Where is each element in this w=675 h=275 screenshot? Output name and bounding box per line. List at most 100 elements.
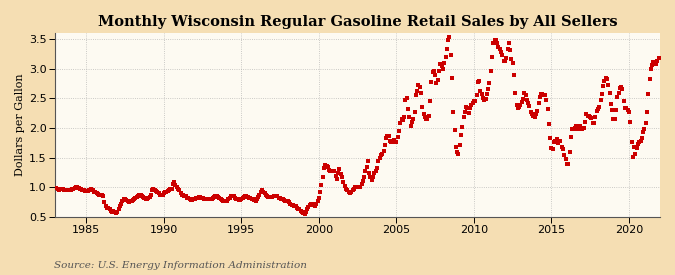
Point (524, 103, 535, 108)
Point (375, 153, 386, 157)
Point (542, 107, 553, 111)
Point (209, 195, 219, 199)
Point (310, 204, 321, 208)
Point (626, 140, 637, 145)
Point (425, 99, 435, 104)
Point (316, 182, 327, 187)
Point (358, 175, 369, 180)
Point (134, 192, 144, 197)
Point (84, 188, 95, 193)
Point (402, 96, 412, 101)
Point (601, 77, 612, 82)
Point (82, 189, 93, 193)
Point (275, 196, 286, 200)
Point (409, 109, 420, 114)
Point (547, 147, 558, 152)
Point (276, 197, 287, 202)
Point (458, 115, 469, 120)
Point (146, 188, 157, 193)
Point (256, 188, 267, 193)
Point (389, 140, 400, 144)
Point (461, 104, 472, 109)
Point (223, 197, 234, 202)
Point (429, 69, 439, 73)
Point (352, 185, 363, 190)
Point (535, 95, 545, 99)
Point (587, 121, 598, 126)
Point (280, 198, 291, 203)
Point (632, 141, 643, 146)
Point (643, 92, 654, 96)
Point (567, 126, 578, 131)
Point (122, 199, 133, 203)
Point (488, 40, 499, 45)
Point (281, 199, 292, 203)
Point (477, 92, 487, 97)
Point (395, 121, 406, 125)
Point (392, 135, 403, 139)
Point (501, 55, 512, 60)
Point (394, 129, 404, 133)
Point (511, 103, 522, 107)
Point (307, 202, 318, 206)
Point (595, 97, 606, 102)
Point (559, 153, 570, 158)
Point (367, 178, 377, 182)
Point (271, 194, 281, 198)
Point (128, 198, 138, 202)
Point (288, 203, 298, 207)
Point (230, 195, 240, 200)
Point (356, 182, 367, 186)
Point (543, 122, 554, 126)
Point (430, 73, 441, 77)
Point (566, 135, 576, 139)
Point (302, 207, 313, 212)
Point (245, 196, 256, 200)
Point (355, 185, 366, 190)
Point (422, 116, 433, 121)
Point (514, 105, 524, 109)
Point (604, 91, 615, 95)
Point (125, 199, 136, 203)
Point (67, 187, 78, 191)
Point (217, 198, 227, 202)
Point (73, 186, 84, 190)
Point (443, 37, 454, 42)
Point (269, 194, 280, 199)
Point (481, 92, 492, 96)
Point (294, 207, 305, 212)
Point (244, 195, 254, 200)
Point (325, 169, 336, 173)
Point (186, 198, 196, 202)
Point (391, 140, 402, 144)
Point (512, 106, 523, 110)
Point (201, 197, 212, 202)
Point (347, 188, 358, 192)
Point (241, 194, 252, 199)
Point (386, 140, 397, 144)
Point (242, 195, 253, 199)
Point (265, 195, 275, 199)
Point (368, 175, 379, 179)
Point (213, 195, 223, 199)
Point (180, 194, 191, 199)
Point (293, 207, 304, 211)
Point (306, 202, 317, 206)
Point (591, 109, 602, 113)
Point (207, 195, 218, 200)
Point (396, 116, 407, 121)
Point (485, 69, 496, 73)
Point (193, 195, 204, 199)
Point (611, 108, 622, 112)
Point (303, 205, 314, 209)
Point (462, 106, 472, 110)
Point (86, 187, 97, 191)
Point (597, 92, 608, 96)
Point (211, 194, 222, 199)
Point (536, 92, 547, 96)
Point (232, 197, 243, 202)
Point (57, 186, 68, 191)
Point (108, 209, 119, 213)
Point (519, 91, 530, 95)
Point (88, 189, 99, 194)
